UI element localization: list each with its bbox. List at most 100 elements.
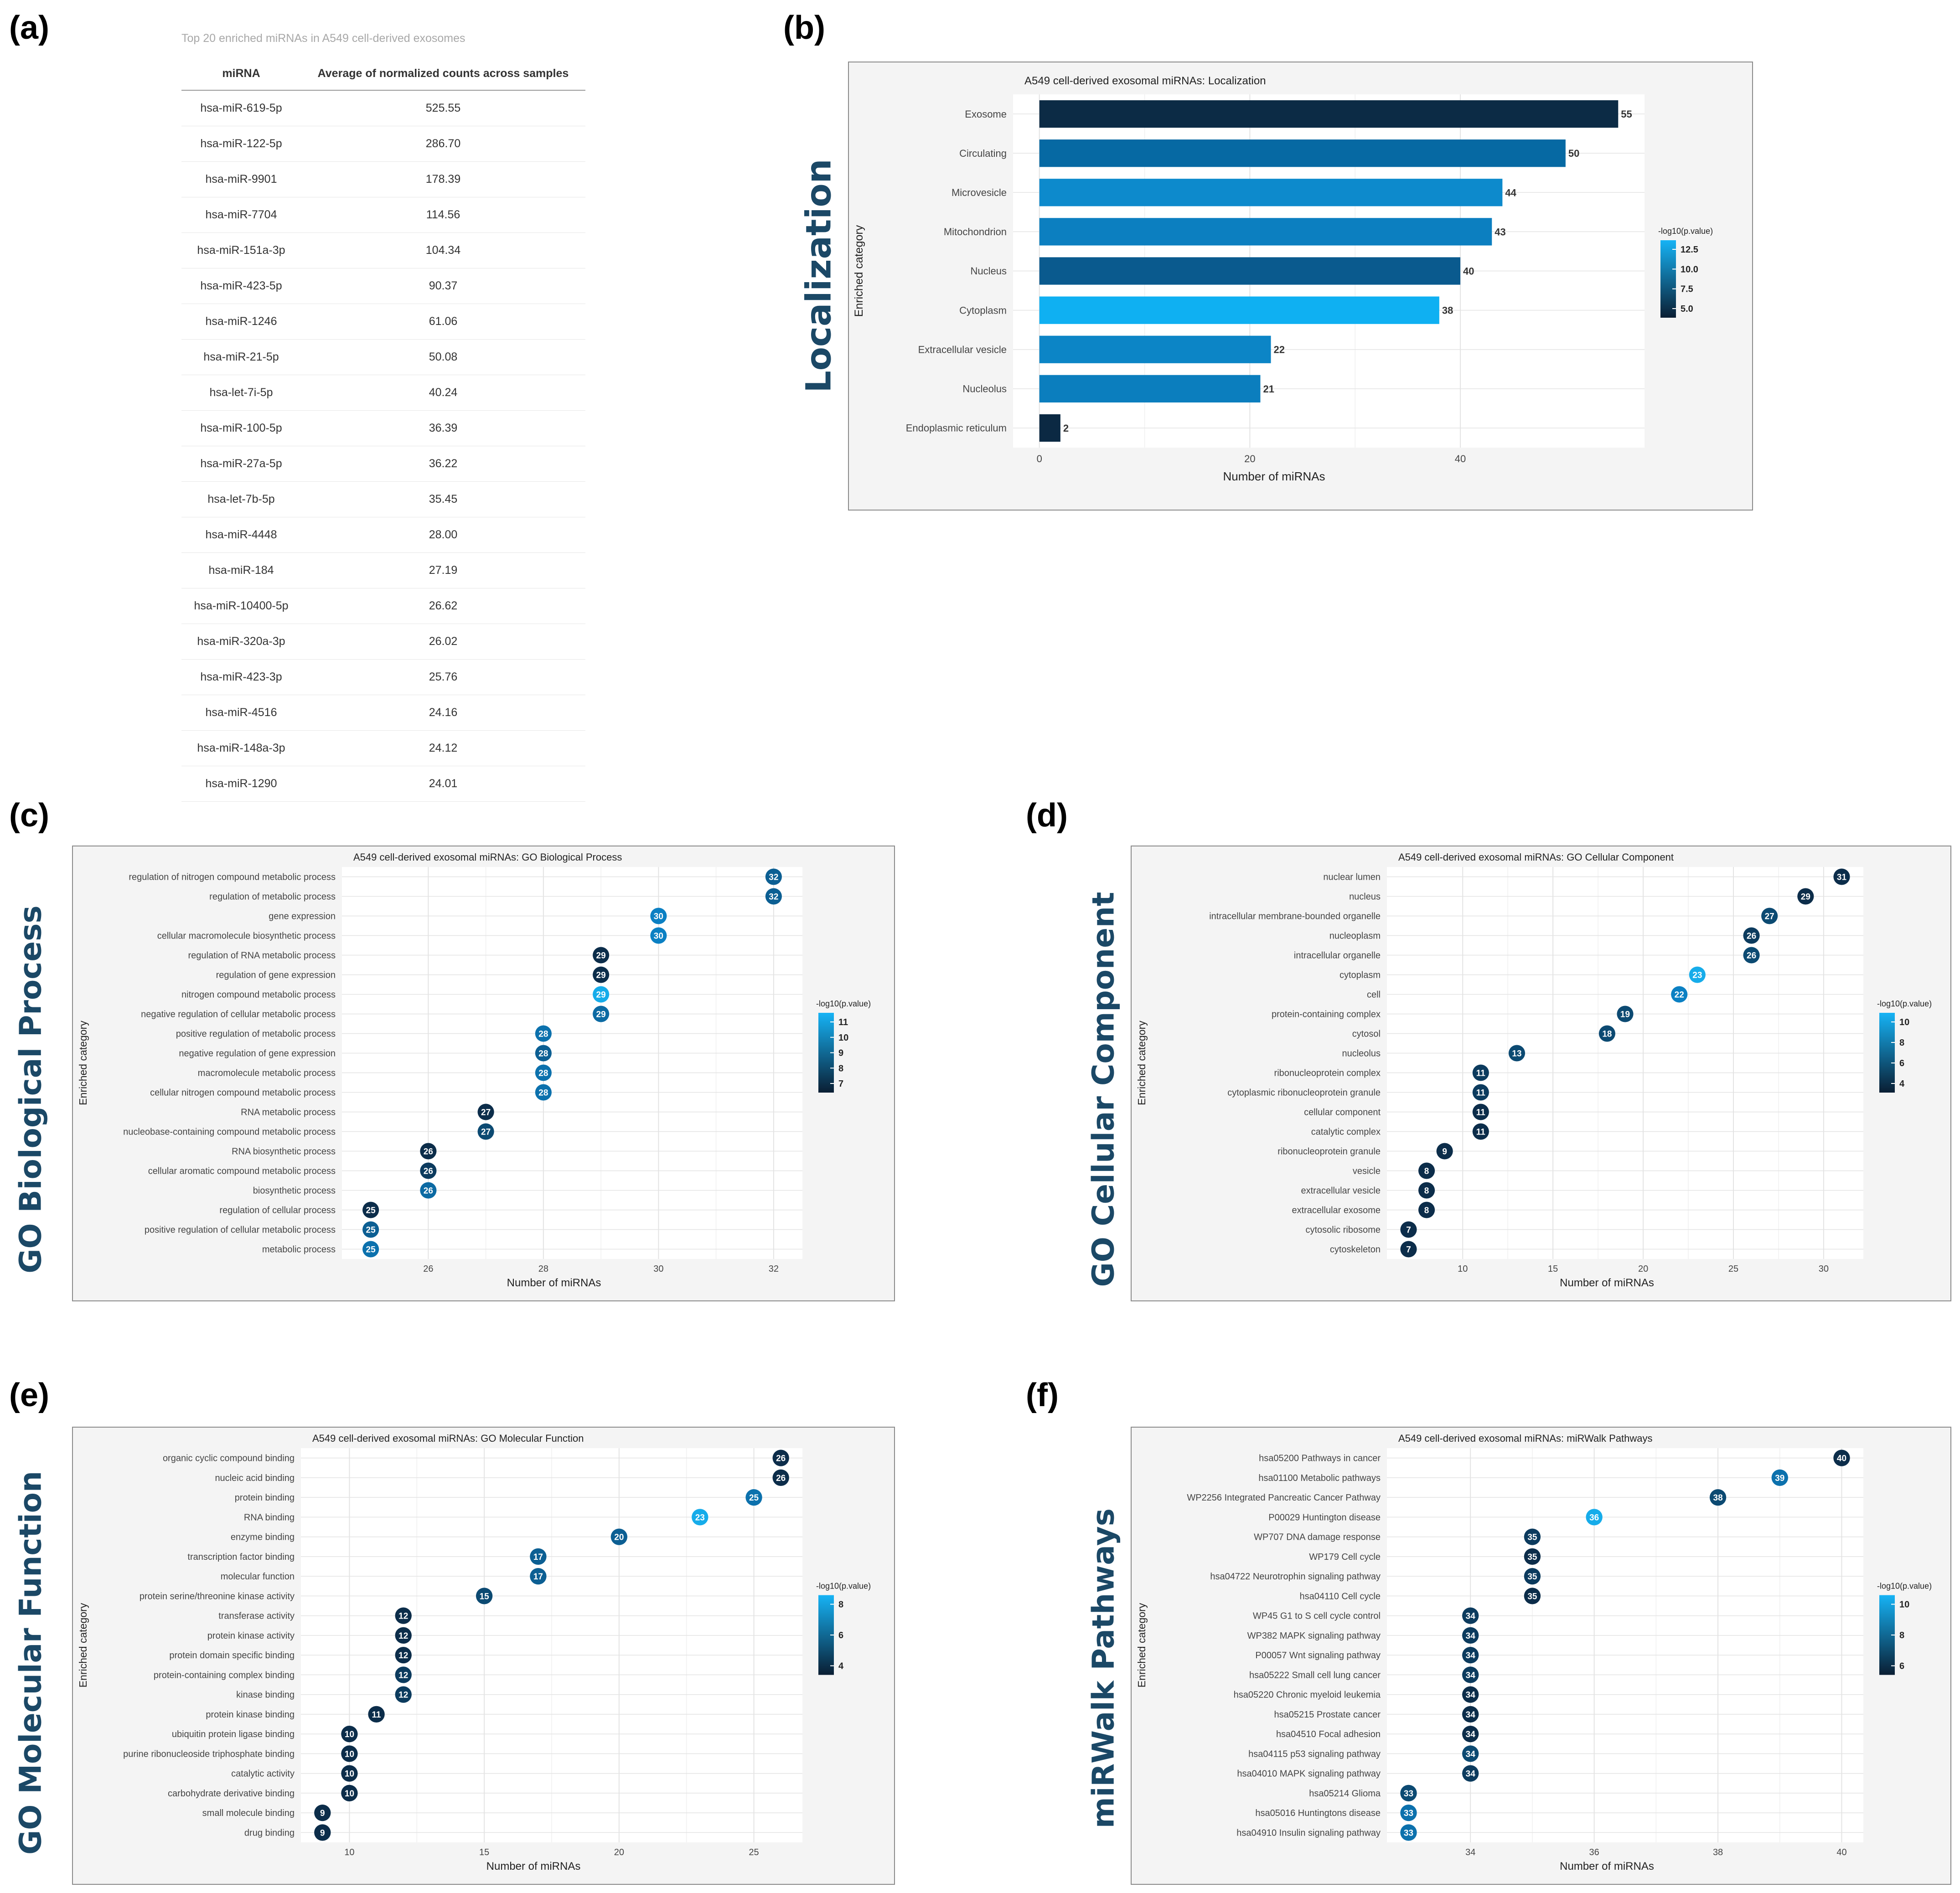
chart-svg: A549 cell-derived exosomal miRNAs: GO Bi…: [77, 851, 871, 1289]
table-row: hsa-let-7i-5p 40.24: [181, 375, 585, 411]
category-label: P00029 Huntington disease: [1268, 1512, 1381, 1522]
mirna-table: Top 20 enriched miRNAs in A549 cell-deri…: [181, 32, 592, 802]
category-label: Mitochondrion: [944, 226, 1007, 237]
point: [395, 1627, 412, 1644]
point-label: 30: [654, 932, 663, 941]
table-cell-mirna: hsa-miR-423-3p: [181, 659, 301, 695]
category-label: negative regulation of gene expression: [179, 1049, 336, 1059]
category-label: regulation of metabolic process: [209, 892, 336, 902]
table-cell-count: 90.37: [301, 268, 585, 304]
legend-label: 5.0: [1681, 304, 1693, 314]
category-label: protein kinase activity: [207, 1631, 295, 1641]
x-tick-label: 36: [1589, 1847, 1599, 1857]
point: [1761, 908, 1778, 924]
side-label-go-bp: GO Biological Process: [13, 905, 48, 1274]
point-label: 29: [596, 951, 606, 961]
table-row: hsa-miR-4448 28.00: [181, 517, 585, 553]
x-tick-label: 20: [614, 1847, 624, 1857]
x-tick-label: 26: [423, 1264, 433, 1274]
point-label: 28: [538, 1088, 548, 1098]
table-cell-mirna: hsa-miR-423-5p: [181, 268, 301, 304]
category-label: ribonucleoprotein granule: [1277, 1147, 1381, 1157]
point-label: 35: [1527, 1553, 1537, 1562]
chart-svg: A549 cell-derived exosomal miRNAs: Local…: [853, 75, 1713, 483]
point: [1524, 1588, 1541, 1604]
point-label: 29: [596, 971, 606, 980]
point-label: 33: [1404, 1809, 1413, 1818]
x-tick-label: 25: [1728, 1264, 1738, 1274]
point: [341, 1745, 358, 1762]
point: [1400, 1824, 1417, 1841]
point-label: 26: [776, 1454, 786, 1464]
point-label: 36: [1589, 1513, 1599, 1522]
category-label: macromolecule metabolic process: [198, 1068, 336, 1078]
point: [362, 1221, 379, 1238]
point: [1418, 1202, 1435, 1218]
chart-title: A549 cell-derived exosomal miRNAs: GO Mo…: [312, 1433, 584, 1444]
point-label: 22: [1675, 990, 1684, 1000]
table-row: hsa-miR-122-5p 286.70: [181, 126, 585, 162]
category-label: nitrogen compound metabolic process: [181, 990, 336, 1000]
point-label: 32: [769, 873, 778, 882]
legend-label: 10.0: [1681, 264, 1698, 274]
category-label: catalytic activity: [231, 1769, 295, 1779]
side-label-mirwalk: miRWalk Pathways: [1086, 1508, 1121, 1829]
point-label: 12: [398, 1651, 408, 1661]
table-row: hsa-miR-10400-5p 26.62: [181, 588, 585, 624]
point: [1709, 1489, 1727, 1506]
table-row: hsa-miR-7704 114.56: [181, 197, 585, 233]
point-label: 26: [424, 1167, 433, 1176]
bar-value-label: 22: [1274, 344, 1285, 356]
x-tick-label: 10: [344, 1847, 354, 1857]
x-tick-label: 40: [1455, 453, 1466, 464]
point-label: 29: [596, 1010, 606, 1020]
side-label-go-mf: GO Molecular Function: [13, 1471, 48, 1855]
x-tick-label: 38: [1713, 1847, 1723, 1857]
point: [1524, 1568, 1541, 1585]
legend-label: 6: [1899, 1058, 1904, 1068]
category-label: Circulating: [959, 148, 1007, 159]
category-label: Nucleolus: [962, 383, 1007, 395]
y-axis-label: Enriched category: [853, 225, 865, 317]
table-body: hsa-miR-619-5p 525.55 hsa-miR-122-5p 286.70…: [181, 90, 585, 802]
category-label: hsa04115 p53 signaling pathway: [1248, 1749, 1381, 1759]
point: [535, 1084, 552, 1101]
table-row: hsa-miR-151a-3p 104.34: [181, 232, 585, 268]
point: [593, 947, 610, 964]
category-label: positive regulation of cellular metaboli…: [145, 1225, 336, 1235]
legend-label: 8: [1899, 1038, 1904, 1048]
point: [362, 1202, 379, 1218]
point: [1472, 1064, 1489, 1081]
category-label: purine ribonucleoside triphosphate bindi…: [123, 1749, 295, 1759]
point: [1833, 868, 1850, 885]
x-tick-label: 32: [769, 1264, 779, 1274]
point: [1462, 1765, 1479, 1782]
bar: [1039, 335, 1271, 363]
legend-label: 7: [838, 1079, 843, 1089]
table-cell-mirna: hsa-miR-320a-3p: [181, 624, 301, 660]
y-axis-label: Enriched category: [1136, 1603, 1148, 1687]
legend-label: 6: [838, 1630, 843, 1640]
point-label: 38: [1713, 1493, 1723, 1503]
category-label: biosynthetic process: [253, 1186, 336, 1196]
category-label: regulation of cellular process: [219, 1206, 336, 1216]
table-row: hsa-miR-9901 178.39: [181, 161, 585, 197]
point: [530, 1548, 547, 1565]
point: [1462, 1745, 1479, 1762]
x-tick-label: 34: [1465, 1847, 1475, 1857]
legend-label: 10: [1899, 1600, 1909, 1610]
category-label: regulation of nitrogen compound metaboli…: [129, 872, 336, 882]
mirna-table-grid: miRNA Average of normalized counts acros…: [181, 57, 585, 802]
table-cell-mirna: hsa-miR-151a-3p: [181, 232, 301, 268]
category-label: ribonucleoprotein complex: [1274, 1068, 1381, 1078]
category-label: hsa05016 Huntingtons disease: [1255, 1808, 1381, 1818]
table-cell-count: 28.00: [301, 517, 585, 553]
category-label: ubiquitin protein ligase binding: [172, 1729, 295, 1739]
point-label: 7: [1406, 1245, 1411, 1255]
legend-label: 8: [838, 1063, 843, 1073]
table-row: hsa-let-7b-5p 35.45: [181, 481, 585, 517]
point: [1436, 1143, 1453, 1160]
table-cell-mirna: hsa-let-7b-5p: [181, 481, 301, 517]
legend-label: 4: [1899, 1079, 1905, 1089]
point: [368, 1706, 385, 1723]
